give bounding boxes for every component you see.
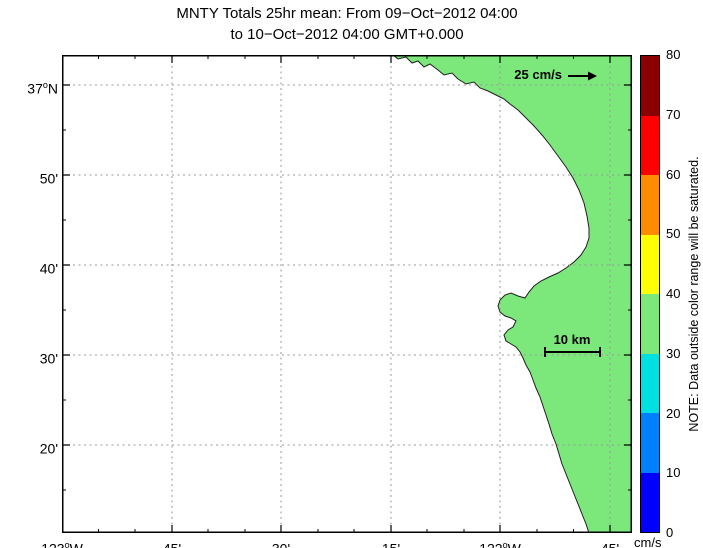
colorbar-tick-label: 30: [666, 346, 681, 361]
lon-tick-label: 122oW: [479, 540, 521, 548]
axis-major-ticks: [62, 55, 632, 533]
colorbar-segment: [641, 353, 659, 413]
colorbar-tick-label: 70: [666, 107, 681, 122]
colorbar-segment: [641, 294, 659, 354]
axis-minor-ticks: [62, 55, 632, 533]
lon-tick-label: 15': [359, 536, 423, 548]
lon-tick-label: 30': [249, 536, 313, 548]
distance-scale-bar: [544, 347, 601, 357]
velocity-scale-arrow: [568, 71, 597, 81]
lat-tick-label: 50': [39, 170, 58, 187]
lat-tick-label: 20': [39, 440, 58, 457]
velocity-scale-label: 25 cm/s: [514, 67, 562, 82]
colorbar-segment: [641, 56, 659, 116]
map-plot: 25 cm/s 10 km: [62, 55, 632, 533]
land-polygon: [392, 55, 632, 533]
colorbar-tick-label: 20: [666, 406, 681, 421]
colorbar-tick-label: 0: [666, 525, 674, 540]
colorbar-segment: [641, 413, 659, 473]
plot-title-line2: to 10−Oct−2012 04:00 GMT+0.000: [230, 26, 464, 43]
plot-border: [62, 55, 632, 533]
lat-tick-label: 37oN: [27, 80, 58, 97]
colorbar-tick-label: 40: [666, 286, 681, 301]
lat-tick-label: 40': [39, 260, 58, 277]
colorbar-segment: [641, 175, 659, 235]
colorbar-tick-label: 50: [666, 226, 681, 241]
colorbar-note: NOTE: Data outside color range will be s…: [687, 156, 701, 432]
lon-tick-label: 45': [578, 536, 642, 548]
colorbar-tick-label: 60: [666, 167, 681, 182]
colorbar-tick-label: 10: [666, 465, 681, 480]
colorbar-tick-label: 80: [666, 47, 681, 62]
plot-title-line1: MNTY Totals 25hr mean: From 09−Oct−2012 …: [176, 5, 518, 22]
colorbar: [640, 55, 660, 533]
map-svg: [62, 55, 632, 533]
lon-tick-label: 123oW: [41, 540, 83, 548]
colorbar-unit-label: cm/s: [634, 535, 662, 548]
lon-tick-label: 45': [140, 536, 204, 548]
colorbar-segment: [641, 115, 659, 175]
colorbar-segment: [641, 472, 659, 532]
distance-scale-label: 10 km: [553, 332, 591, 347]
colorbar-segment: [641, 234, 659, 294]
lat-tick-label: 30': [39, 350, 58, 367]
